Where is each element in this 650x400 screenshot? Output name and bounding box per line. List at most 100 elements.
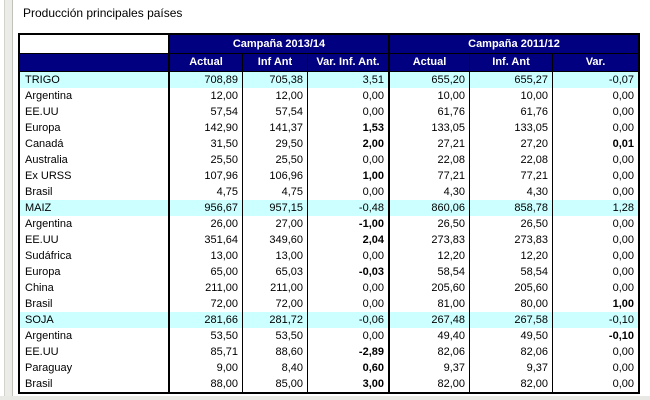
table-row: Brasil 72,00 72,00 0,00 81,00 80,00 1,00 [20,296,638,312]
value-cell: 0,00 [612,154,634,166]
country-name-cell: China [20,280,170,296]
value-cell: 10,00 [470,88,553,104]
country-name-cell: EE.UU [20,344,170,360]
value-cell: 205,60 [470,280,553,296]
value-cell: 82,06 [390,344,470,360]
value-cell: 0,00 [308,184,390,200]
value-cell: 72,00 [170,296,243,312]
value-cell: 12,00 [243,88,308,104]
value-cell: 211,00 [170,280,243,296]
value-cell: 267,48 [390,312,470,328]
value-cell: 81,00 [390,296,470,312]
column-header-row: Actual Inf Ant Var. Inf. Ant. Actual Inf… [20,54,638,72]
value-cell: 4,75 [243,184,308,200]
value-cell: 0,00 [308,296,390,312]
value-cell: 3,00 [308,376,390,392]
country-name-cell: Europa [20,120,170,136]
country-name-cell: Ex URSS [20,168,170,184]
table-row: Brasil 88,00 85,00 3,00 82,00 82,00 0,00 [20,376,638,392]
col-header-var-1112: Var. [553,54,638,72]
value-cell: 655,27 [470,72,553,88]
value-cell: 85,00 [243,376,308,392]
value-cell: 141,37 [243,120,308,136]
value-cell: 133,05 [470,120,553,136]
table-row: China 211,00 211,00 0,00 205,60 205,60 0,00 [20,280,638,296]
value-cell: 0,00 [308,280,390,296]
value-cell: 27,00 [243,216,308,232]
value-cell: 82,06 [470,344,553,360]
value-cell: 53,50 [170,328,243,344]
row-label-header [20,54,170,72]
value-cell: 4,75 [170,184,243,200]
country-name-cell: EE.UU [20,232,170,248]
value-cell: 956,67 [170,200,243,216]
value-cell: 77,21 [470,168,553,184]
value-cell: -0,48 [308,200,390,216]
value-cell: 281,72 [243,312,308,328]
table-row: Canadá 31,50 29,50 2,00 27,21 27,20 0,01 [20,136,638,152]
commodity-name-cell: SOJA [20,312,170,328]
country-name-cell: Canadá [20,136,170,152]
table-row: Ex URSS 107,96 106,96 1,00 77,21 77,21 0,00 [20,168,638,184]
value-cell: 31,50 [170,136,243,152]
table-row: Australia 25,50 25,50 0,00 22,08 22,08 0,00 [20,152,638,168]
value-cell: 2,04 [308,232,390,248]
table-row: Europa 142,90 141,37 1,53 133,05 133,05 0,00 [20,120,638,136]
value-cell: 53,50 [243,328,308,344]
value-cell: 12,00 [170,88,243,104]
window-edge-strip [4,0,13,400]
value-cell: 61,76 [470,104,553,120]
col-header-infant-1112: Inf. Ant [470,54,553,72]
value-cell: 49,40 [390,328,470,344]
col-header-actual-1112: Actual [390,54,470,72]
value-cell: 0,00 [612,170,634,182]
value-cell: 80,00 [470,296,553,312]
value-cell: -2,89 [308,344,390,360]
value-cell: 25,50 [170,152,243,168]
value-cell: 12,20 [390,248,470,264]
country-name-cell: Brasil [20,376,170,392]
value-cell: 57,54 [170,104,243,120]
table-row: Argentina 12,00 12,00 0,00 10,00 10,00 0,00 [20,88,638,104]
table-row: Sudáfrica 13,00 13,00 0,00 12,20 12,20 0,00 [20,248,638,264]
value-cell: 9,00 [170,360,243,376]
table-row: Europa 65,00 65,03 -0,03 58,54 58,54 0,00 [20,264,638,280]
value-cell: 0,00 [612,90,634,102]
value-cell: 26,50 [390,216,470,232]
value-cell: 4,30 [470,184,553,200]
table-row: EE.UU 351,64 349,60 2,04 273,83 273,83 0,00 [20,232,638,248]
value-cell: 655,20 [390,72,470,88]
col-header-actual-1314: Actual [170,54,243,72]
value-cell: 107,96 [170,168,243,184]
value-cell: 0,00 [308,328,390,344]
value-cell: 0,00 [612,186,634,198]
value-cell: 26,00 [170,216,243,232]
value-cell: 27,21 [390,136,470,152]
value-cell: 82,00 [470,376,553,392]
table-row: Argentina 26,00 27,00 -1,00 26,50 26,50 0,00 [20,216,638,232]
value-cell: 0,00 [612,362,634,374]
value-cell: 25,50 [243,152,308,168]
value-cell: 49,50 [470,328,553,344]
campaign-2011-12-header: Campaña 2011/12 [390,35,638,54]
value-cell: 13,00 [170,248,243,264]
table-row: TRIGO 708,89 705,38 3,51 655,20 655,27 -0,07 [20,72,638,88]
value-cell: 858,78 [470,200,553,216]
value-cell: 12,20 [470,248,553,264]
value-cell: -1,00 [308,216,390,232]
page-title: Producción principales países [23,6,183,20]
value-cell: 61,76 [390,104,470,120]
col-header-var-1314: Var. Inf. Ant. [308,54,390,72]
value-cell: 0,00 [612,234,634,246]
table-row: SOJA 281,66 281,72 -0,06 267,48 267,58 -0,10 [20,312,638,328]
value-cell: 1,28 [612,202,634,214]
value-cell: 273,83 [470,232,553,248]
value-cell: 142,90 [170,120,243,136]
value-cell: 281,66 [170,312,243,328]
value-cell: 0,00 [308,248,390,264]
value-cell: 273,83 [390,232,470,248]
campaign-2013-14-header: Campaña 2013/14 [170,35,390,54]
value-cell: 133,05 [390,120,470,136]
value-cell: 85,71 [170,344,243,360]
value-cell: 0,00 [612,250,634,262]
